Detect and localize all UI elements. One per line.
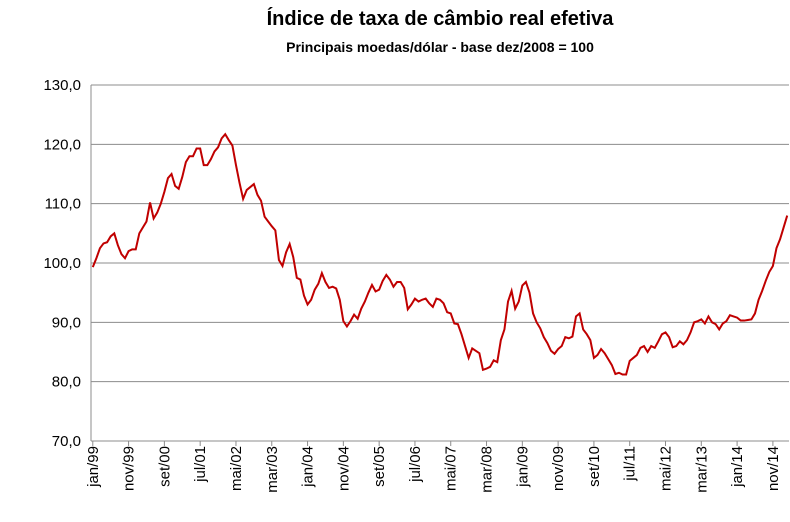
x-tick-label: set/10	[586, 446, 603, 487]
line-series	[91, 132, 789, 376]
x-tick-label: set/00	[156, 446, 173, 487]
x-tick-label: nov/14	[765, 446, 782, 491]
x-tick-label: jul/01	[192, 446, 209, 483]
x-tick-label: set/05	[371, 446, 388, 487]
x-tick-label: mai/07	[443, 446, 460, 491]
y-tick-label: 70,0	[52, 433, 81, 450]
x-tick-label: jan/09	[514, 446, 531, 488]
chart-title: Índice de taxa de câmbio real efetiva	[267, 7, 615, 30]
x-tick-label: mar/08	[479, 446, 496, 493]
y-tick-label: 130,0	[43, 77, 81, 94]
y-tick-label: 90,0	[52, 314, 81, 331]
x-tick-label: mar/13	[693, 446, 710, 493]
x-tick-label: nov/09	[550, 446, 567, 491]
y-tick-label: 120,0	[43, 136, 81, 153]
x-tick-label: jul/06	[407, 446, 424, 483]
x-tick-label: jul/11	[622, 446, 639, 482]
x-tick-label: mai/02	[228, 446, 245, 491]
chart-subtitle: Principais moedas/dólar - base dez/2008 …	[286, 39, 594, 55]
x-tick-label: jan/14	[729, 446, 746, 488]
y-tick-label: 100,0	[43, 255, 81, 272]
x-tick-label: nov/99	[121, 446, 138, 491]
y-tick-label: 110,0	[45, 196, 81, 213]
y-tick-label: 80,0	[52, 374, 81, 391]
x-tick-label: jan/04	[300, 446, 317, 488]
x-tick-label: mar/03	[264, 446, 281, 493]
x-tick-label: nov/04	[335, 446, 352, 491]
x-tick-label: mai/12	[658, 446, 675, 491]
x-tick-label: jan/99	[85, 446, 102, 488]
